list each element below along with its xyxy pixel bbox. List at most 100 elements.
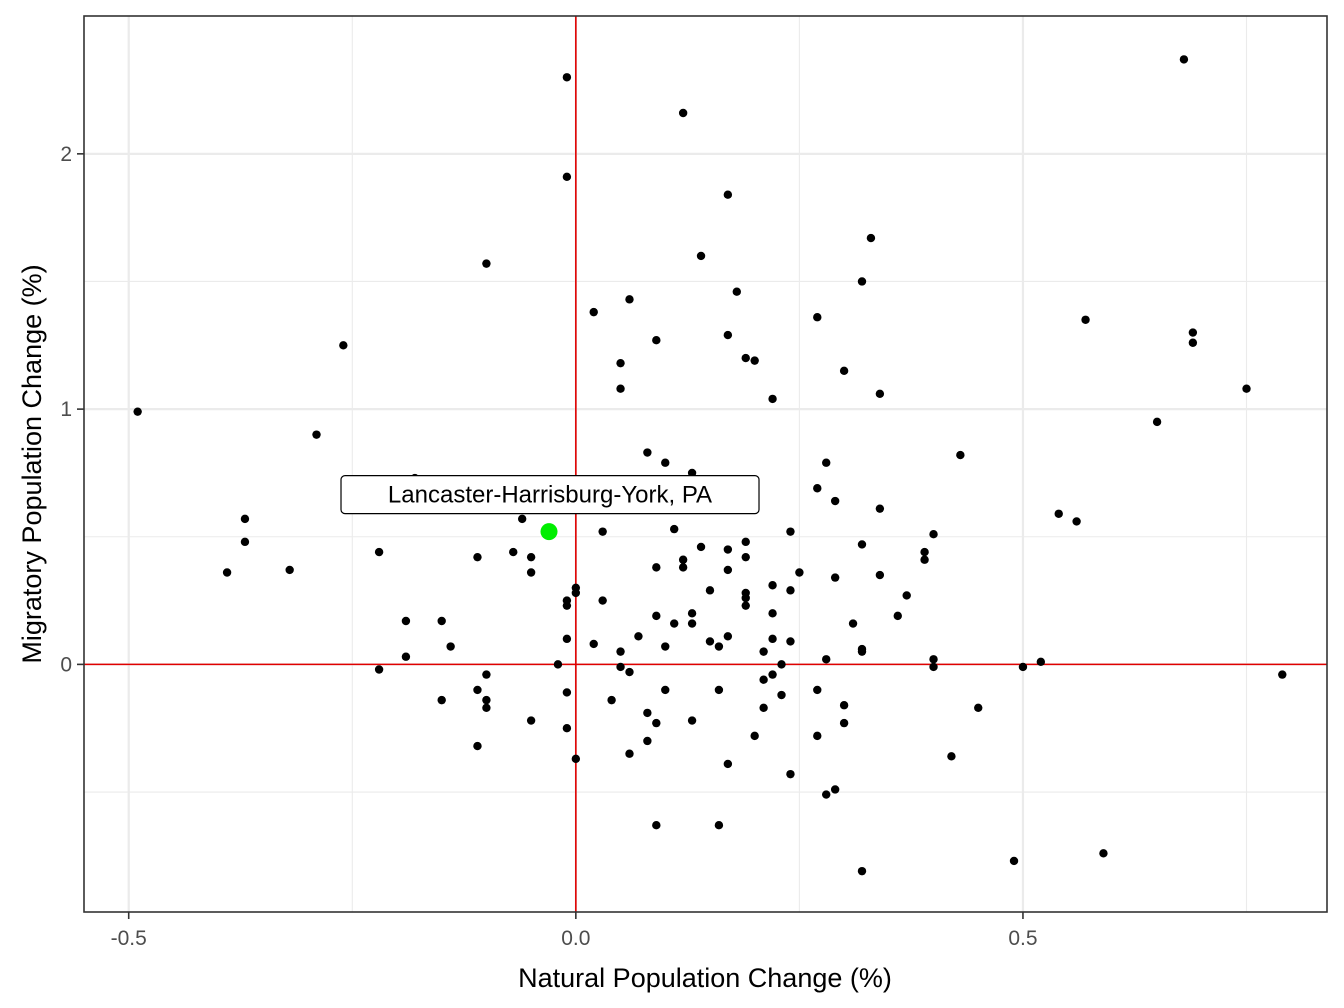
x-tick-label: 0.5 — [1008, 927, 1037, 950]
data-point — [1179, 55, 1189, 64]
data-point — [553, 660, 563, 669]
data-point — [741, 601, 750, 610]
data-point — [857, 540, 867, 549]
data-point — [482, 695, 491, 705]
data-point — [661, 642, 670, 651]
data-point — [1018, 662, 1028, 672]
data-point — [750, 356, 759, 365]
data-point — [768, 634, 777, 644]
data-point — [723, 632, 733, 641]
data-point — [616, 662, 625, 672]
data-point — [1072, 517, 1081, 526]
highlight-point — [540, 523, 558, 541]
data-point — [857, 647, 867, 656]
data-point — [956, 450, 965, 460]
data-point — [723, 190, 733, 199]
data-point — [678, 563, 688, 572]
data-point — [437, 695, 446, 705]
data-point — [929, 529, 938, 539]
data-point — [830, 785, 840, 794]
data-point — [714, 685, 724, 695]
data-point — [759, 703, 768, 712]
x-axis-title: Natural Population Change (%) — [518, 963, 892, 993]
data-point — [625, 295, 634, 304]
data-point — [687, 609, 697, 618]
data-point — [625, 749, 634, 758]
data-point — [589, 639, 598, 649]
data-point — [562, 601, 572, 610]
data-point — [526, 568, 536, 577]
data-point — [741, 537, 750, 547]
x-tick-label: -0.5 — [111, 927, 147, 950]
data-point — [678, 108, 688, 118]
data-point — [374, 547, 384, 557]
data-point — [446, 642, 455, 651]
data-point — [571, 588, 581, 598]
data-point — [526, 716, 536, 725]
data-point — [473, 552, 482, 562]
data-point — [723, 759, 733, 769]
data-point — [473, 741, 482, 751]
data-point — [652, 821, 661, 830]
x-tick-label: 0.0 — [561, 927, 590, 950]
data-point — [813, 685, 822, 695]
data-point — [562, 73, 572, 82]
data-point — [562, 724, 572, 733]
data-point — [705, 586, 715, 595]
data-point — [1036, 657, 1046, 667]
highlight-label: Lancaster-Harrisburg-York, PA — [388, 482, 712, 509]
data-point — [920, 555, 929, 564]
data-point — [875, 570, 885, 580]
data-point — [616, 358, 625, 368]
data-point — [1009, 856, 1019, 866]
y-axis-title: Migratory Population Change (%) — [17, 264, 47, 663]
data-point — [670, 619, 679, 628]
data-point — [1152, 417, 1162, 427]
data-point — [786, 586, 795, 595]
data-point — [732, 287, 741, 296]
data-point — [857, 866, 867, 876]
data-point — [741, 593, 750, 603]
minor-gridlines — [84, 16, 1327, 912]
data-point — [696, 251, 706, 261]
data-point — [598, 527, 607, 536]
data-point — [768, 581, 777, 590]
data-point — [339, 341, 348, 350]
data-point — [625, 667, 634, 677]
y-tick-label: 2 — [60, 143, 72, 166]
data-point — [795, 568, 804, 577]
data-point — [643, 448, 652, 457]
data-point — [374, 665, 384, 674]
data-point — [616, 384, 625, 393]
data-point — [661, 685, 670, 695]
data-point — [750, 731, 759, 741]
data-point — [741, 552, 750, 562]
data-point — [875, 504, 885, 513]
data-point — [777, 690, 786, 700]
data-point — [839, 366, 849, 376]
data-point — [813, 313, 822, 322]
data-point — [401, 616, 411, 626]
data-point — [830, 496, 840, 506]
data-point — [562, 688, 572, 697]
data-point — [643, 708, 652, 718]
data-point — [133, 407, 142, 416]
data-points — [133, 55, 1287, 876]
data-point — [813, 731, 822, 741]
data-point — [222, 568, 232, 577]
data-point — [687, 619, 697, 628]
data-point — [723, 565, 733, 575]
data-point — [813, 484, 822, 493]
data-point — [839, 718, 849, 728]
data-point — [875, 389, 885, 399]
data-point — [822, 655, 831, 664]
data-point — [1099, 849, 1108, 858]
data-point — [714, 821, 724, 830]
data-point — [768, 394, 777, 404]
data-point — [1188, 338, 1198, 347]
y-axis-ticks: 0 1 2 — [60, 143, 84, 676]
data-point — [839, 701, 849, 710]
data-point — [482, 670, 491, 679]
data-point — [661, 458, 670, 467]
